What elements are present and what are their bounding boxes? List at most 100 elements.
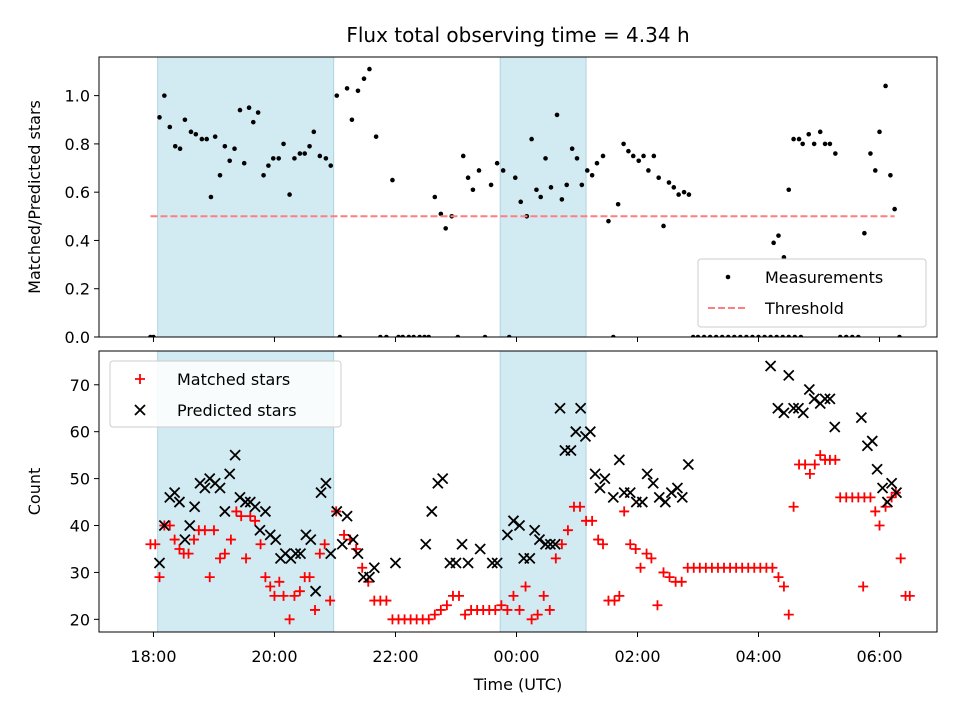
data-point [856,334,861,337]
data-point [556,539,567,550]
data-point [871,463,883,475]
data-point [276,156,282,161]
data-point [426,505,438,518]
data-point [776,233,781,238]
data-point [584,168,590,173]
data-point [666,180,672,185]
data-point [870,506,881,517]
data-point [389,557,402,569]
data-point [278,590,289,601]
data-point [874,520,885,531]
data-point [587,515,598,526]
legend-label: Threshold [764,299,844,318]
data-point [254,524,266,536]
data-point [778,581,789,592]
series-predicted-stars [153,360,903,597]
data-point [305,533,317,546]
data-point [245,511,256,522]
data-point [895,553,906,564]
data-point [368,562,380,574]
data-point [559,197,565,202]
data-point [217,172,223,178]
y-tick-label: 0.4 [65,231,90,250]
data-point [320,477,332,489]
data-point [443,226,448,231]
data-point [646,553,657,564]
data-point [512,175,518,180]
data-point [599,472,611,485]
data-point [219,548,230,559]
y-tick-label: 0.6 [65,183,90,202]
data-point [630,543,641,554]
data-point [341,510,353,522]
data-point [819,393,831,405]
data-point [154,572,165,583]
data-point [465,175,471,180]
data-point [892,206,897,212]
legend-marker [135,374,145,384]
data-point [783,369,795,382]
data-point [158,519,170,532]
data-point [437,472,449,485]
data-point [367,66,372,72]
data-point [417,334,422,337]
data-point [184,519,196,532]
data-point [309,585,322,597]
data-point [809,459,820,470]
data-point [429,609,440,620]
data-point [658,567,669,578]
data-point [193,131,199,137]
data-point [614,590,625,601]
data-point [270,533,282,546]
data-point [652,600,663,611]
data-point [474,543,486,555]
data-point [868,151,873,156]
data-point [336,538,348,550]
data-point [641,548,652,559]
data-point [610,334,616,337]
data-point [764,360,777,372]
data-point [798,334,804,337]
data-point [786,334,792,337]
data-point [780,334,786,337]
data-point [550,553,561,564]
data-point [261,172,266,178]
data-point [767,562,778,573]
data-point [797,407,809,419]
data-point [529,136,534,142]
chart-title: Flux total observing time = 4.34 h [346,23,689,47]
data-point [281,141,286,147]
data-point [501,529,514,541]
data-point [656,175,661,180]
data-point [491,557,503,569]
data-point [787,402,800,414]
data-point [325,548,337,560]
data-point [237,107,243,113]
data-point [877,129,882,135]
data-point [897,334,902,337]
data-point [858,581,869,592]
data-point [259,505,272,518]
data-point [534,187,539,193]
data-point [872,168,878,173]
data-point [208,194,214,200]
plot-area [148,57,902,337]
data-point [352,548,364,560]
data-point [304,572,315,583]
data-point [529,524,541,536]
data-point [167,124,173,130]
data-point [781,255,787,260]
data-point [538,590,549,601]
data-point [432,194,438,200]
data-point [488,182,494,188]
data-point [172,144,178,149]
data-point [199,482,211,494]
data-point [624,487,636,499]
data-point [222,144,228,149]
data-point [526,614,537,625]
data-point [664,572,675,583]
data-point [231,506,242,517]
series-measurements [148,66,902,337]
data-point [817,129,823,135]
data-point [533,533,546,546]
